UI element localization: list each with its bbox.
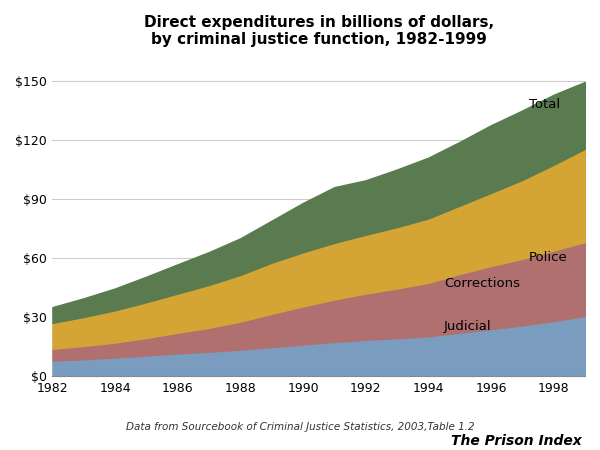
Text: Judicial: Judicial [444,320,491,333]
Text: Corrections: Corrections [444,277,520,290]
Text: Police: Police [529,252,568,265]
Text: Total: Total [529,98,560,111]
Text: The Prison Index: The Prison Index [451,434,582,448]
Text: Data from Sourcebook of Criminal Justice Statistics, 2003,Table 1.2: Data from Sourcebook of Criminal Justice… [125,422,475,432]
Title: Direct expenditures in billions of dollars,
by criminal justice function, 1982-1: Direct expenditures in billions of dolla… [143,15,494,47]
